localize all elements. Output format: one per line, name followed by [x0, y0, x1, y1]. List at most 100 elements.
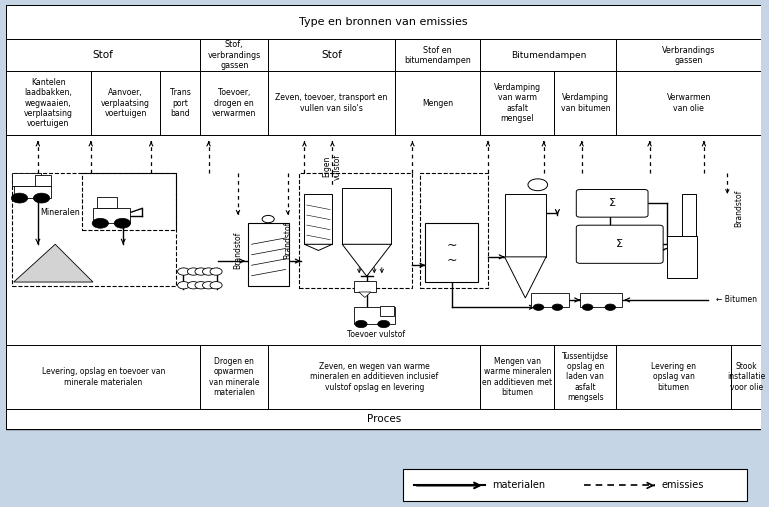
Bar: [15, 186, 51, 198]
Text: ← Bitumen: ← Bitumen: [716, 296, 757, 304]
Bar: [200, 345, 268, 409]
Text: Stof en
bitumendampen: Stof en bitumendampen: [404, 46, 471, 65]
Text: Levering, opslag en toevoer van
minerale materialen: Levering, opslag en toevoer van minerale…: [42, 367, 165, 387]
Bar: [616, 39, 761, 71]
Text: Zeven, en wegen van warme
mineralen en additieven inclusief
vulstof opslag en le: Zeven, en wegen van warme mineralen en a…: [310, 362, 438, 392]
Circle shape: [605, 304, 615, 310]
Bar: [299, 173, 412, 288]
Text: Verdamping
van bitumen: Verdamping van bitumen: [561, 93, 610, 113]
Text: Drogen en
opwarmen
van minerale
materialen: Drogen en opwarmen van minerale material…: [209, 357, 259, 397]
Text: Stof,
verbrandings
gassen: Stof, verbrandings gassen: [208, 41, 261, 70]
Text: Verdamping
van warm
asfalt
mengsel: Verdamping van warm asfalt mengsel: [494, 83, 541, 123]
Bar: [248, 223, 289, 286]
Text: Mengen van
warme mineralen
en additieven met
bitumen: Mengen van warme mineralen en additieven…: [482, 357, 552, 397]
Text: Stof: Stof: [321, 50, 342, 60]
Bar: [268, 71, 395, 135]
Circle shape: [262, 215, 275, 223]
Bar: [35, 175, 51, 186]
Bar: [667, 236, 697, 278]
Bar: [682, 194, 696, 278]
Polygon shape: [342, 244, 391, 276]
Bar: [268, 345, 481, 409]
Bar: [6, 39, 200, 71]
Text: Brandstof: Brandstof: [234, 232, 242, 269]
Circle shape: [552, 304, 563, 310]
Circle shape: [210, 268, 222, 275]
Bar: [395, 71, 481, 135]
Circle shape: [202, 268, 215, 275]
Text: emissies: emissies: [661, 481, 704, 490]
Bar: [200, 71, 268, 135]
Polygon shape: [359, 292, 371, 298]
Text: Verwarmen
van olie: Verwarmen van olie: [667, 93, 711, 113]
Circle shape: [188, 281, 199, 289]
Text: Levering en
opslag van
bitumen: Levering en opslag van bitumen: [651, 362, 696, 392]
Polygon shape: [305, 244, 332, 250]
Bar: [97, 197, 118, 208]
FancyBboxPatch shape: [576, 190, 648, 217]
Bar: [6, 5, 761, 39]
Bar: [380, 306, 394, 316]
Text: Σ: Σ: [609, 198, 616, 208]
Text: Eigen
vulstof: Eigen vulstof: [323, 154, 342, 179]
Bar: [425, 223, 478, 282]
Text: Verbrandings
gassen: Verbrandings gassen: [662, 46, 715, 65]
Circle shape: [202, 281, 215, 289]
Bar: [354, 307, 395, 324]
Text: Mineralen: Mineralen: [40, 208, 80, 218]
Text: Stof: Stof: [93, 50, 114, 60]
Circle shape: [178, 281, 190, 289]
Bar: [200, 39, 268, 71]
Text: Brandstof: Brandstof: [734, 190, 743, 227]
Bar: [395, 39, 481, 71]
Bar: [6, 71, 91, 135]
Bar: [268, 39, 395, 71]
Circle shape: [210, 281, 222, 289]
Bar: [404, 469, 747, 501]
Text: Σ: Σ: [616, 239, 623, 249]
Text: Bitumendampen: Bitumendampen: [511, 51, 586, 60]
Circle shape: [528, 179, 548, 191]
Bar: [580, 293, 621, 307]
Bar: [160, 71, 200, 135]
Bar: [6, 409, 761, 429]
Polygon shape: [504, 257, 546, 298]
Text: Aanvoer,
verplaatsing
voertuigen: Aanvoer, verplaatsing voertuigen: [101, 88, 150, 118]
Bar: [354, 280, 376, 292]
Bar: [531, 293, 569, 307]
Circle shape: [33, 193, 50, 203]
Bar: [554, 345, 616, 409]
Text: Zeven, toevoer, transport en
vullen van silo's: Zeven, toevoer, transport en vullen van …: [275, 93, 388, 113]
Circle shape: [533, 304, 544, 310]
Bar: [504, 194, 546, 257]
Circle shape: [178, 268, 190, 275]
Bar: [82, 173, 176, 230]
Text: Brandstof: Brandstof: [283, 222, 292, 259]
Bar: [481, 39, 616, 71]
Polygon shape: [14, 244, 93, 282]
Circle shape: [92, 219, 108, 228]
Bar: [481, 71, 554, 135]
Bar: [481, 345, 554, 409]
Text: Trans
port
band: Trans port band: [170, 88, 191, 118]
Circle shape: [188, 268, 199, 275]
Text: Mengen: Mengen: [422, 99, 453, 107]
Bar: [93, 208, 130, 223]
Circle shape: [195, 281, 207, 289]
Bar: [731, 345, 761, 409]
Circle shape: [582, 304, 593, 310]
Circle shape: [12, 193, 28, 203]
Bar: [12, 173, 176, 286]
FancyBboxPatch shape: [576, 225, 663, 263]
Text: Proces: Proces: [367, 414, 401, 424]
Text: Toevoer,
drogen en
verwarmen: Toevoer, drogen en verwarmen: [212, 88, 256, 118]
Circle shape: [355, 320, 367, 328]
Circle shape: [195, 268, 207, 275]
Bar: [420, 173, 488, 288]
Text: Tussentijdse
opslag en
laden van
asfalt
mengsels: Tussentijdse opslag en laden van asfalt …: [562, 352, 609, 402]
Bar: [12, 173, 41, 186]
Bar: [6, 345, 200, 409]
Bar: [6, 135, 761, 345]
Text: Type en bronnen van emissies: Type en bronnen van emissies: [299, 17, 468, 27]
Text: Stook
installatie
voor olie: Stook installatie voor olie: [727, 362, 765, 392]
